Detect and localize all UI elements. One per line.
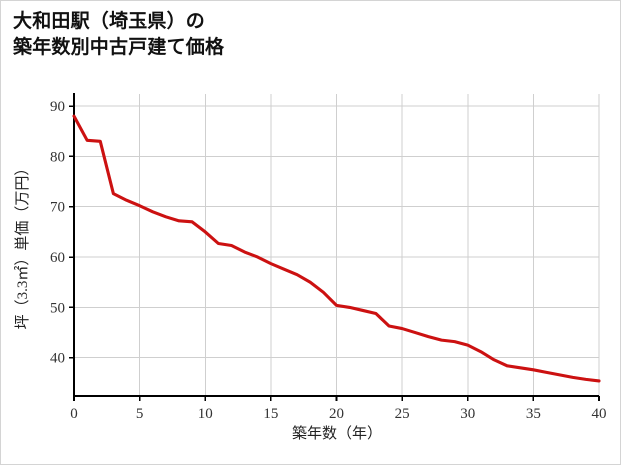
y-tick-label: 70 — [50, 200, 65, 216]
x-tick-label: 10 — [198, 406, 213, 422]
x-tick-label: 35 — [526, 406, 541, 422]
y-tick-labels: 40 50 60 70 80 90 — [50, 99, 65, 367]
y-tick-label: 40 — [50, 351, 65, 367]
x-tick-labels: 0 5 10 15 20 25 30 35 40 — [70, 406, 606, 422]
x-tick-label: 5 — [136, 406, 144, 422]
y-tick-label: 80 — [50, 149, 65, 165]
x-tick-label: 40 — [592, 406, 607, 422]
y-tick-label: 60 — [50, 250, 65, 266]
x-tick-label: 30 — [460, 406, 475, 422]
y-axis-title: 坪（3.3㎡）単価（万円） — [14, 161, 31, 330]
y-tick-label: 90 — [50, 99, 65, 115]
x-tick-label: 0 — [70, 406, 78, 422]
page-title: 大和田駅（埼玉県）の 築年数別中古戸建て価格 — [13, 11, 225, 58]
gridlines — [74, 94, 600, 396]
axes — [72, 93, 599, 398]
y-tick-label: 50 — [50, 300, 65, 316]
x-tick-label: 20 — [329, 406, 344, 422]
x-tick-label: 25 — [395, 406, 410, 422]
tickmarks — [69, 105, 600, 401]
x-axis-title: 築年数（年） — [292, 424, 382, 442]
x-tick-label: 15 — [263, 406, 278, 422]
data-series — [72, 114, 601, 383]
series-line-0 — [72, 114, 601, 383]
